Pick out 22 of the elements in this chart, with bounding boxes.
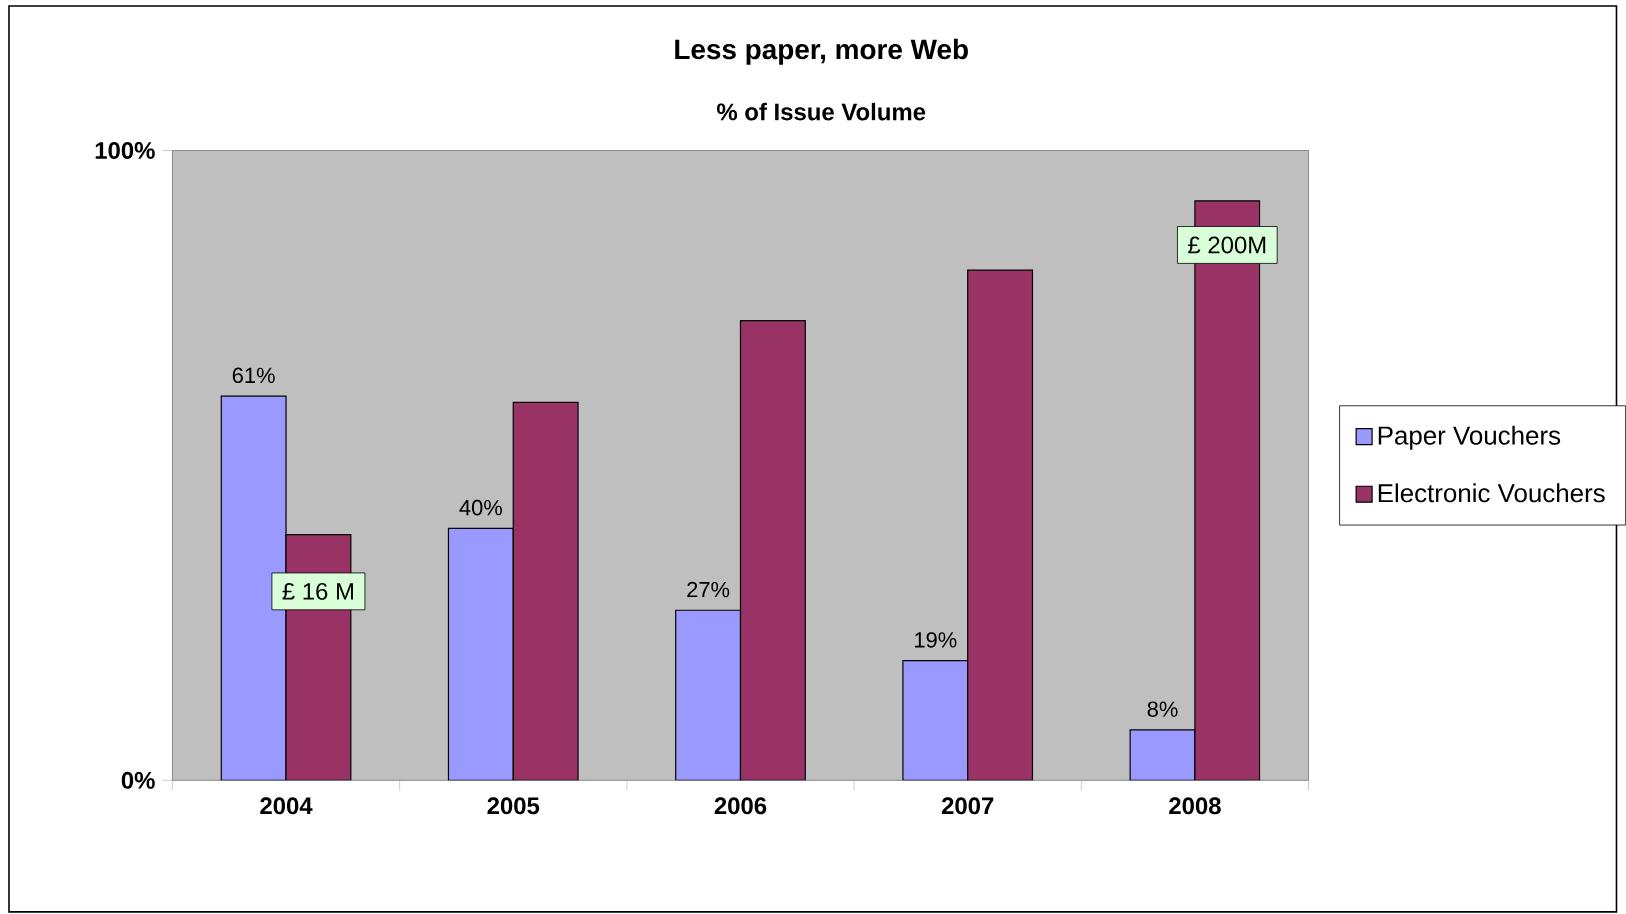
bar: [902, 660, 969, 781]
annotation: £ 200M: [1188, 236, 1266, 254]
chart-title: Less paper, more Web: [675, 38, 968, 65]
data-label: 61%: [232, 367, 275, 384]
x-tick-label: 2008: [1169, 797, 1221, 815]
x-tick-label: 2004: [260, 797, 313, 815]
bar: [675, 609, 742, 781]
y-tick-label: 0%: [121, 771, 155, 789]
y-tick-label: 100%: [95, 142, 155, 159]
x-tick-label: 2005: [487, 797, 540, 815]
bar: [1129, 729, 1196, 781]
x-tick-label: 2006: [714, 797, 767, 815]
bar: [447, 527, 514, 781]
chart-subtitle: % of Issue Volume: [717, 102, 926, 121]
annotation: £ 16 M: [282, 582, 353, 600]
data-label: 27%: [687, 581, 730, 598]
data-label: 19%: [915, 632, 957, 648]
legend-label: Paper Vouchers: [1378, 425, 1561, 450]
data-label: 40%: [459, 499, 502, 516]
legend-label: Electronic Vouchers: [1378, 483, 1605, 503]
x-tick-label: 2007: [941, 797, 994, 815]
data-label: 8%: [1147, 701, 1178, 717]
